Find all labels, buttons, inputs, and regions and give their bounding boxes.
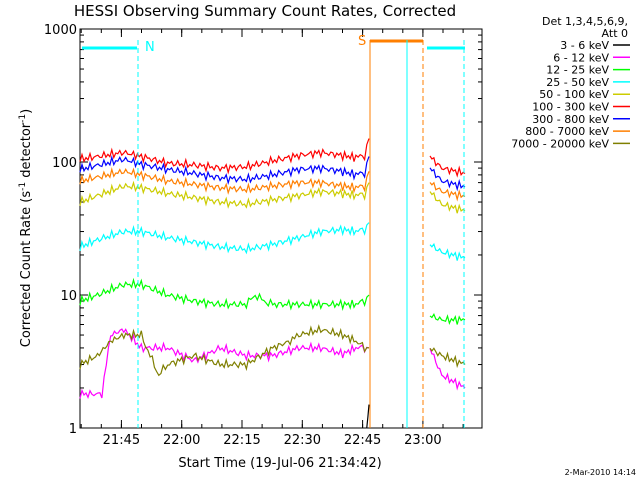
legend-label: 6 - 12 keV (553, 51, 609, 64)
legend-label: 50 - 100 keV (539, 88, 609, 101)
plot-frame (79, 28, 483, 429)
series-line-300to800keV (429, 167, 466, 192)
legend-header-line2: Att 0 (602, 27, 628, 40)
x-tick-label: 23:00 (404, 433, 441, 448)
series-line-800to7000keV (79, 167, 370, 195)
series-line-50to100keV (429, 191, 466, 214)
x-axis-label: Start Time (19-Jul-06 21:34:42) (178, 456, 381, 471)
saa-marker-label: S (358, 34, 366, 49)
series-line-25to50keV (79, 222, 370, 255)
legend-header-line1: Det 1,3,4,5,6,9, (542, 15, 628, 28)
y-tick-label: 1 (69, 422, 77, 437)
legend-label: 100 - 300 keV (532, 101, 609, 114)
y-tick-label: 1000 (44, 23, 77, 38)
footer-timestamp: 2-Mar-2010 14:14 (565, 468, 636, 477)
legend-label: 800 - 7000 keV (525, 125, 609, 138)
x-tick-label: 22:15 (223, 433, 260, 448)
series-line-3to6keV (366, 404, 370, 428)
series-group (79, 138, 466, 428)
night-marker-label: N (145, 40, 155, 55)
series-line-6to12keV (79, 328, 370, 399)
x-tick-label: 22:45 (344, 433, 381, 448)
y-tick-label: 100 (52, 156, 77, 171)
x-tick-label: 22:30 (284, 433, 321, 448)
series-line-12to25keV (79, 277, 370, 312)
x-tick-label: 22:00 (163, 433, 200, 448)
series-line-50to100keV (79, 180, 370, 209)
series-line-800to7000keV (429, 181, 466, 202)
legend-label: 12 - 25 keV (546, 64, 609, 77)
chart-title: HESSI Observing Summary Count Rates, Cor… (74, 2, 456, 20)
legend-label: 25 - 50 keV (546, 76, 609, 89)
y-tick-label: 10 (60, 289, 77, 304)
legend-label: 300 - 800 keV (532, 113, 609, 126)
y-axis: 1 10 100 1000 (44, 23, 482, 437)
series-line-100to300keV (429, 155, 466, 178)
series-line-300to800keV (79, 155, 370, 185)
legend-label: 7000 - 20000 keV (511, 137, 609, 150)
series-line-100to300keV (79, 138, 370, 175)
markers-group: N S (82, 34, 465, 428)
series-line-7000to20000keV (79, 324, 370, 377)
series-line-6to12keV (429, 348, 466, 391)
x-tick-label: 21:45 (103, 433, 140, 448)
legend-label: 3 - 6 keV (560, 39, 609, 52)
series-line-25to50keV (429, 242, 466, 261)
y-axis-label: Corrected Count Rate (s-1 detector-1) (18, 109, 34, 347)
series-line-7000to20000keV (429, 347, 466, 369)
series-line-12to25keV (429, 312, 466, 325)
